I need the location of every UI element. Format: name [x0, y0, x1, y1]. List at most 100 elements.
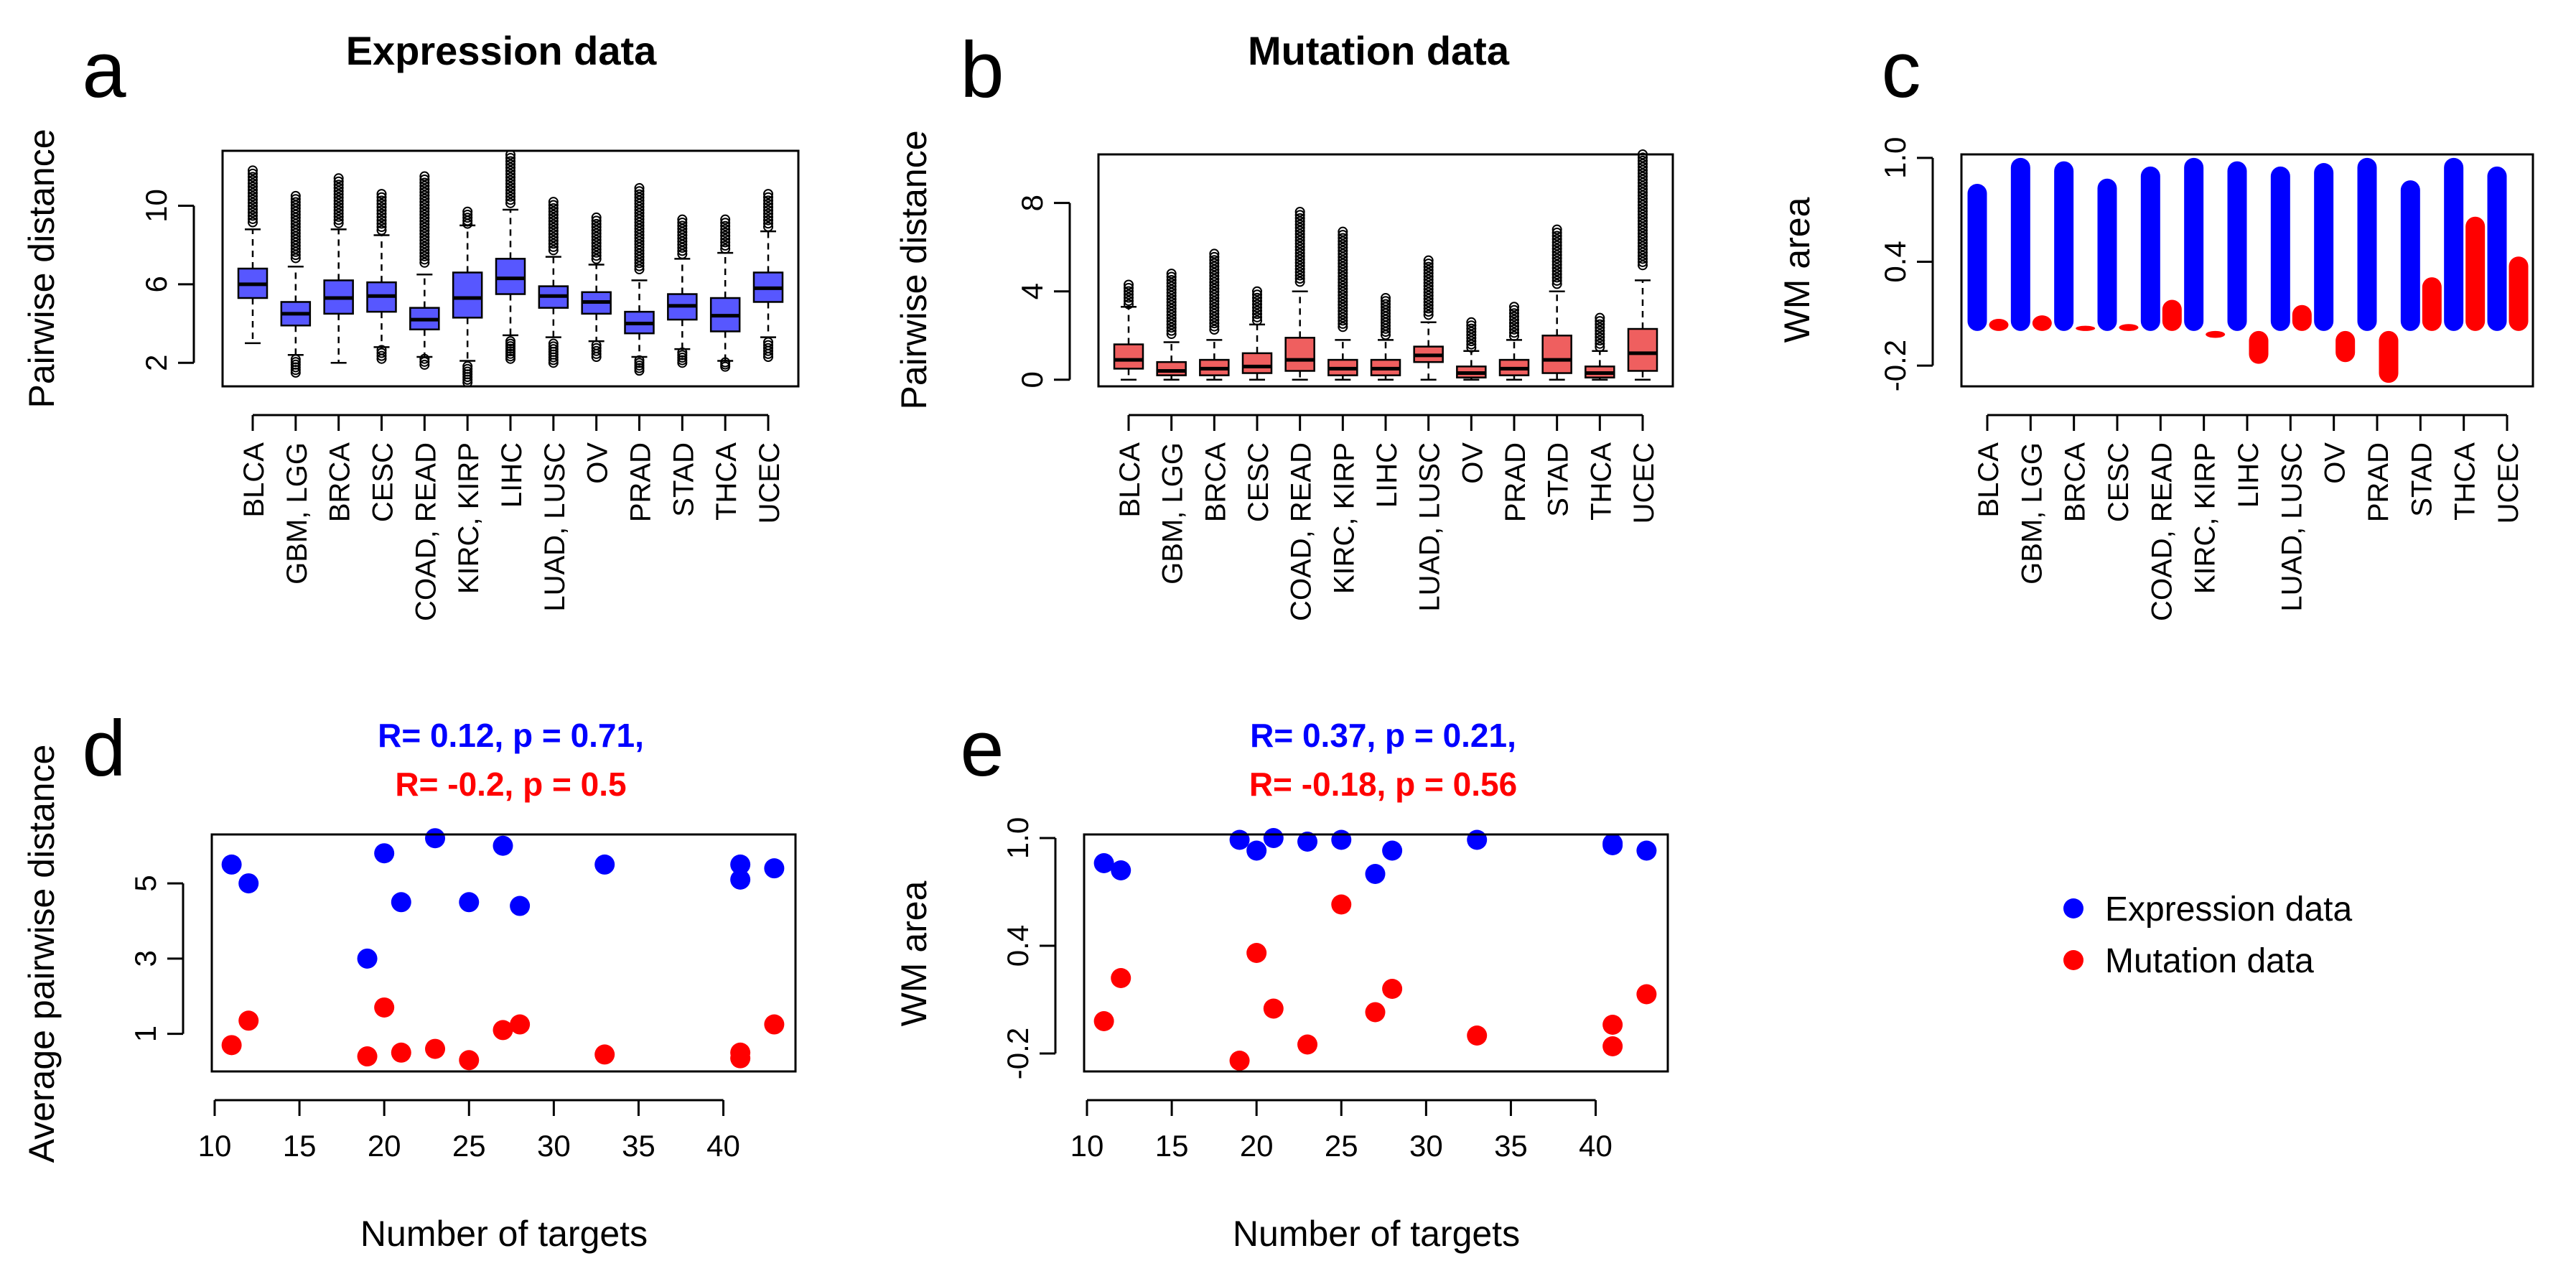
a-outlier	[419, 244, 430, 255]
b-outlier	[1166, 307, 1177, 317]
b-outlier	[1252, 296, 1262, 307]
b-outlier	[1423, 268, 1434, 279]
mutation-bar	[1989, 318, 2009, 331]
a-outlier	[548, 197, 559, 208]
b-outlier	[1551, 253, 1562, 264]
panel-label-e: e	[960, 704, 1004, 793]
mutation-point	[391, 1042, 411, 1063]
c-category-label: KIRC, KIRP	[2190, 442, 2221, 594]
b-outlier	[1551, 233, 1562, 244]
a-outlier	[462, 374, 473, 385]
b-outlier	[1638, 251, 1648, 261]
b-outlier	[1209, 325, 1220, 335]
c-category-label: BLCA	[1973, 442, 2005, 518]
mutation-bar	[2162, 299, 2182, 331]
b-box-0	[1113, 279, 1144, 381]
b-outlier	[1166, 310, 1177, 320]
a-outlier	[376, 218, 387, 229]
b-outlier	[1338, 284, 1348, 294]
mutation-bar	[2292, 304, 2312, 331]
mutation-point	[1602, 1015, 1623, 1035]
b-outlier	[1124, 289, 1134, 300]
a-outlier	[634, 230, 645, 241]
d-mutation-stats: R= -0.2, p = 0.5	[395, 766, 626, 803]
b-outlier	[1294, 216, 1305, 227]
a-outlier	[248, 181, 258, 192]
a-y-tick-label: 2	[139, 355, 173, 371]
a-outlier	[720, 361, 731, 372]
b-outlier	[1209, 264, 1220, 275]
b-outlier	[1551, 269, 1562, 280]
b-box-3	[1241, 286, 1273, 381]
a-outlier	[677, 218, 688, 228]
b-outlier	[1638, 184, 1648, 195]
b-outlier	[1551, 240, 1562, 251]
expression-bar	[2357, 157, 2377, 331]
mutation-bar	[2379, 330, 2399, 383]
expression-point	[238, 873, 259, 894]
a-category-label: COAD, READ	[410, 442, 442, 621]
a-outlier	[591, 238, 602, 248]
b-outlier	[1166, 325, 1177, 336]
b-box-7	[1413, 255, 1444, 381]
a-y-axis-title: Pairwise distance	[22, 129, 62, 408]
b-outlier	[1423, 261, 1434, 272]
a-category-label: PRAD	[625, 442, 657, 522]
b-outlier	[1638, 238, 1648, 248]
a-outlier	[634, 223, 645, 234]
a-box-6	[495, 149, 526, 364]
a-box-3	[366, 189, 397, 364]
expression-bar	[2270, 166, 2290, 331]
a-outlier	[419, 232, 430, 243]
a-outlier	[462, 213, 473, 223]
a-category-label: GBM, LGG	[281, 442, 313, 585]
a-outlier	[548, 238, 559, 249]
b-outlier	[1638, 177, 1648, 188]
a-outlier	[290, 194, 301, 205]
a-outlier	[763, 192, 773, 203]
b-outlier	[1209, 261, 1220, 272]
b-category-label: KIRC, KIRP	[1328, 442, 1360, 594]
b-outlier	[1551, 243, 1562, 254]
b-outlier	[1252, 315, 1262, 326]
d-plot-frame	[210, 833, 797, 1073]
a-box-0	[237, 165, 269, 345]
a-outlier	[548, 210, 559, 220]
a-category-label: LUAD, LUSC	[539, 442, 571, 612]
b-outlier	[1638, 228, 1648, 239]
a-outlier	[591, 251, 602, 261]
b-outlier	[1638, 260, 1648, 271]
b-outlier	[1338, 302, 1348, 313]
b-outlier	[1294, 223, 1305, 233]
b-outlier	[1423, 265, 1434, 276]
b-outlier	[1338, 252, 1348, 263]
a-box-12	[752, 189, 784, 362]
a-outlier	[376, 205, 387, 216]
a-outlier	[248, 200, 258, 211]
b-outlier	[1209, 321, 1220, 332]
b-outlier	[1595, 335, 1605, 346]
a-outlier	[634, 366, 645, 376]
mutation-point	[1229, 1051, 1250, 1071]
a-outlier	[591, 253, 602, 264]
b-box-2	[1199, 248, 1230, 381]
b-box-1	[1156, 269, 1187, 381]
b-outlier	[1338, 239, 1348, 250]
a-box-body	[495, 258, 526, 295]
b-outlier	[1595, 322, 1605, 333]
e-x-axis-title: Number of targets	[1233, 1214, 1520, 1254]
b-outlier	[1166, 316, 1177, 327]
c-category-label: THCA	[2450, 442, 2481, 521]
b-outlier	[1466, 317, 1477, 327]
b-outlier	[1338, 230, 1348, 241]
expression-bar	[2140, 166, 2160, 331]
a-outlier	[591, 212, 602, 223]
a-outlier	[333, 189, 344, 200]
a-outlier	[505, 182, 515, 192]
b-box-5	[1327, 226, 1358, 381]
b-box-body	[1156, 360, 1187, 376]
b-y-tick-label: 4	[1015, 283, 1049, 299]
panel-label-d: d	[82, 704, 126, 793]
mutation-point	[493, 1020, 513, 1041]
a-outlier	[248, 210, 258, 221]
